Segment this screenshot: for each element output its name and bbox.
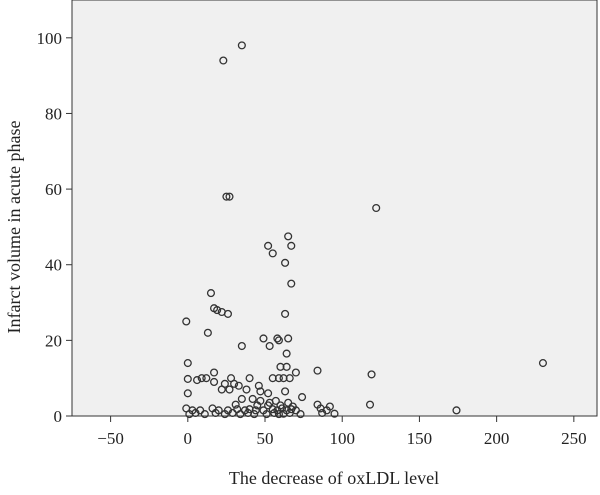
- data-point: [270, 408, 279, 418]
- x-tick-label: 250: [561, 429, 587, 448]
- data-point: [256, 387, 265, 396]
- data-point: [264, 389, 273, 398]
- data-point: [372, 203, 381, 213]
- data-point: [223, 309, 233, 318]
- data-point: [287, 279, 296, 288]
- data-point: [225, 192, 234, 201]
- data-point: [259, 334, 268, 343]
- data-point: [217, 385, 226, 394]
- data-point: [287, 405, 296, 414]
- y-tick-label: 60: [45, 180, 62, 199]
- data-point: [281, 258, 290, 267]
- data-point: [183, 374, 192, 383]
- data-point: [264, 241, 273, 250]
- data-point: [242, 385, 251, 394]
- y-tick-label: 80: [45, 104, 62, 123]
- data-point: [538, 359, 548, 368]
- x-tick-label: 50: [257, 429, 274, 448]
- x-tick-label: 200: [484, 429, 510, 448]
- data-point: [236, 410, 245, 419]
- x-tick-label: 0: [184, 429, 193, 448]
- y-axis-title: Infarct volume in acute phase: [4, 121, 24, 334]
- y-axis: 0 20 40 60 80 100: [37, 29, 72, 426]
- data-point: [365, 400, 375, 409]
- y-tick-label: 0: [54, 407, 63, 426]
- x-axis: −50 0 50 100 150 200 250: [97, 416, 587, 448]
- data-point: [200, 410, 209, 419]
- data-point: [220, 410, 229, 419]
- x-tick-label: 100: [329, 429, 355, 448]
- data-point: [182, 317, 191, 326]
- data-point: [274, 410, 283, 419]
- data-point: [248, 394, 257, 404]
- x-tick-label: 150: [407, 429, 433, 448]
- data-point: [202, 374, 211, 383]
- data-point: [285, 408, 294, 418]
- data-point: [197, 374, 206, 383]
- data-point: [203, 328, 212, 337]
- data-point: [191, 408, 200, 418]
- data-point: [254, 381, 263, 390]
- x-tick-label: −50: [97, 429, 124, 448]
- data-point: [268, 249, 277, 258]
- plot-background: [71, 0, 598, 417]
- data-point: [183, 389, 192, 398]
- data-point: [452, 406, 461, 415]
- data-point: [222, 192, 231, 201]
- y-tick-label: 100: [37, 29, 63, 48]
- data-point: [210, 377, 219, 387]
- data-point: [287, 241, 296, 250]
- data-point: [234, 381, 243, 390]
- data-point: [273, 334, 282, 343]
- data-point: [284, 334, 293, 343]
- data-point: [213, 306, 222, 315]
- y-tick-label: 20: [45, 331, 62, 350]
- data-point: [225, 385, 234, 394]
- data-point: [237, 41, 246, 50]
- data-point: [265, 341, 274, 351]
- data-point: [228, 408, 237, 418]
- data-point: [268, 405, 277, 414]
- data-point: [271, 396, 280, 405]
- data-point: [285, 374, 294, 383]
- data-point: [281, 387, 290, 396]
- data-point: [253, 401, 262, 410]
- data-point: [206, 289, 216, 298]
- data-point: [282, 349, 291, 358]
- data-point: [367, 370, 376, 379]
- data-point: [281, 309, 290, 318]
- data-point: [211, 408, 220, 418]
- data-point: [282, 362, 291, 371]
- data-point: [210, 368, 219, 377]
- data-point: [274, 336, 283, 345]
- data-point: [274, 374, 283, 383]
- data-point: [183, 359, 192, 368]
- data-point: [296, 410, 305, 419]
- data-point: [284, 232, 293, 241]
- data-point: [231, 400, 240, 409]
- data-points: [182, 41, 548, 419]
- y-tick-label: 40: [45, 256, 62, 275]
- data-point: [237, 341, 246, 351]
- data-point: [250, 410, 259, 419]
- data-point: [237, 394, 246, 404]
- x-axis-title: The decrease of oxLDL level: [229, 468, 439, 488]
- data-point: [230, 379, 239, 388]
- data-point: [245, 374, 254, 383]
- data-point: [313, 366, 322, 375]
- data-point: [330, 409, 339, 418]
- data-point: [298, 393, 307, 402]
- data-point: [262, 410, 271, 419]
- data-point: [193, 376, 202, 385]
- data-point: [219, 56, 228, 65]
- data-point: [291, 368, 300, 377]
- data-point: [318, 408, 327, 418]
- data-point: [251, 406, 260, 415]
